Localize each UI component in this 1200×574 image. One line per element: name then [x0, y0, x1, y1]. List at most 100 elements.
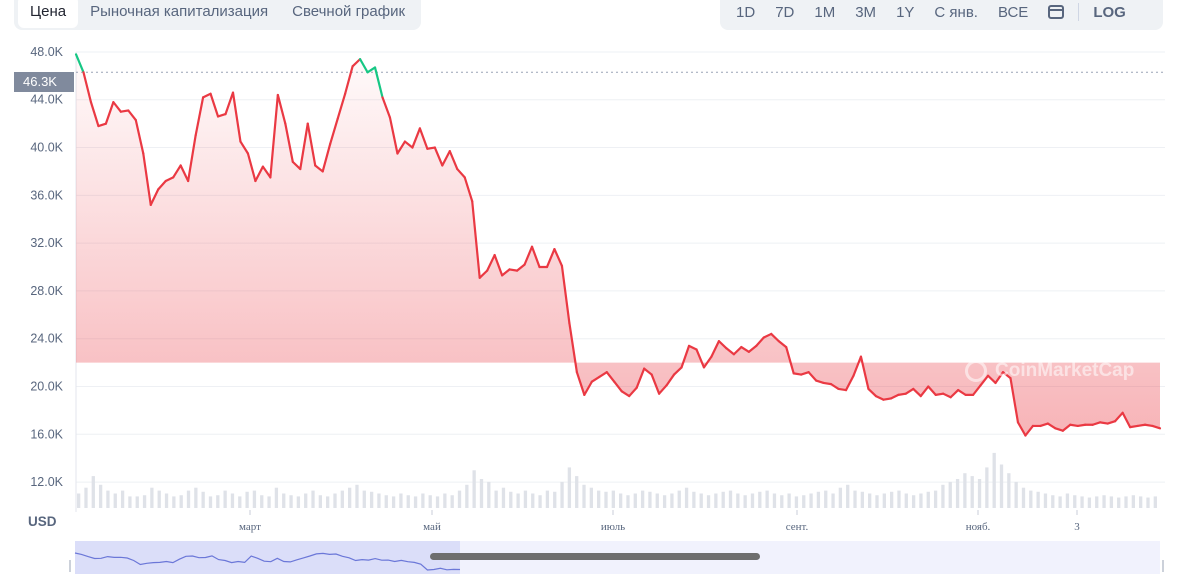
volume-bar: [1139, 496, 1143, 508]
tab-market-cap[interactable]: Рыночная капитализация: [90, 3, 269, 20]
price-segment: [142, 152, 152, 206]
price-segment: [1001, 371, 1012, 380]
price-segment: [530, 245, 541, 269]
volume-bar: [794, 496, 799, 508]
volume-bar: [977, 479, 982, 508]
volume-bar: [120, 490, 125, 508]
volume-bar: [750, 493, 755, 508]
volume-bar: [736, 493, 740, 508]
watermark-text: CoinMarketCap: [995, 360, 1135, 381]
range-1m[interactable]: 1M: [814, 3, 836, 21]
price-segment: [1009, 377, 1020, 424]
volume-bar: [509, 491, 513, 508]
volume-bar: [926, 491, 930, 508]
volume-bar: [1131, 495, 1135, 508]
navigator-line: [74, 552, 461, 571]
price-segment: [433, 146, 444, 167]
price-segment: [560, 264, 571, 325]
price-segment: [777, 340, 788, 349]
y-tick-label: 24.0K: [30, 332, 63, 346]
volume-bar: [1065, 493, 1070, 508]
price-segment: [1061, 423, 1072, 432]
price-segment: [112, 101, 122, 113]
price-segment: [927, 385, 937, 396]
price-segment: [889, 393, 900, 400]
price-segment: [493, 253, 504, 277]
volume-bar: [208, 496, 213, 508]
price-segment: [844, 374, 855, 392]
volume-bar: [252, 490, 257, 508]
volume-bar: [531, 493, 535, 508]
volume-bar: [743, 495, 747, 508]
volume-bar: [326, 496, 330, 508]
volume-bar: [348, 487, 352, 508]
volume-bar: [362, 490, 366, 508]
price-segment: [740, 345, 750, 353]
price-segment: [515, 263, 526, 272]
calendar-icon[interactable]: [1048, 5, 1065, 19]
volume-bar: [992, 452, 996, 508]
volume-bar: [860, 491, 864, 508]
price-segment: [680, 344, 691, 369]
price-segment: [568, 322, 578, 374]
price-segment: [299, 122, 309, 171]
price-segment: [650, 373, 661, 395]
volume-bar: [933, 490, 938, 508]
range-1y[interactable]: 1Y: [896, 3, 915, 21]
horizontal-scrollbar[interactable]: [430, 553, 760, 560]
volume-bar: [948, 481, 952, 508]
log-scale-toggle[interactable]: LOG: [1093, 3, 1126, 21]
volume-bar: [516, 493, 520, 508]
price-segment: [239, 140, 250, 155]
volume-bar: [450, 495, 454, 508]
price-segment: [695, 348, 706, 369]
price-segment: [97, 122, 108, 128]
y-tick-label: 48.0K: [30, 45, 63, 59]
y-tick-label: 44.0K: [30, 93, 63, 107]
volume-bar: [853, 490, 857, 508]
price-segment: [231, 91, 242, 143]
volume-bar: [692, 491, 696, 508]
price-segment: [194, 96, 205, 137]
y-tick-label: 28.0K: [30, 284, 63, 298]
price-segment: [994, 371, 1005, 385]
price-segment: [583, 380, 593, 396]
price-segment: [426, 146, 436, 150]
price-segment: [276, 93, 287, 125]
volume-bar: [150, 487, 154, 508]
time-range-selector: 1D 7D 1M 3M 1Y С янв. ВСЕ LOG: [720, 0, 1163, 30]
volume-bar: [611, 490, 615, 508]
price-segment: [411, 127, 421, 149]
price-segment: [306, 122, 317, 167]
price-segment: [523, 245, 534, 266]
price-area: [76, 54, 1160, 436]
price-segment: [388, 116, 399, 155]
tab-candlestick[interactable]: Свечной график: [292, 3, 406, 20]
volume-bar: [406, 495, 410, 508]
range-7d[interactable]: 7D: [775, 3, 795, 21]
price-segment: [1091, 421, 1102, 426]
range-1d[interactable]: 1D: [736, 3, 756, 21]
range-3m[interactable]: 3M: [855, 3, 877, 21]
range-ytd[interactable]: С янв.: [934, 3, 978, 21]
price-segment: [164, 176, 175, 183]
currency-label: USD: [28, 514, 57, 529]
price-segment: [478, 269, 489, 279]
volume-bar: [999, 464, 1004, 508]
volume-bar: [890, 491, 894, 508]
volume-bar: [135, 496, 139, 508]
volume-bar: [787, 493, 791, 508]
price-segment: [628, 386, 638, 398]
volume-bar: [772, 493, 777, 508]
range-all[interactable]: ВСЕ: [997, 3, 1029, 21]
tab-price[interactable]: Цена: [18, 0, 79, 28]
volume-bars: [77, 452, 1157, 508]
volume-bar: [575, 476, 579, 508]
price-segment: [972, 384, 982, 396]
price-segment: [82, 71, 93, 104]
price-segment: [867, 387, 878, 398]
price-segment: [874, 394, 885, 401]
price-segment: [762, 332, 773, 339]
price-segment: [396, 140, 407, 155]
volume-bar: [780, 495, 784, 508]
